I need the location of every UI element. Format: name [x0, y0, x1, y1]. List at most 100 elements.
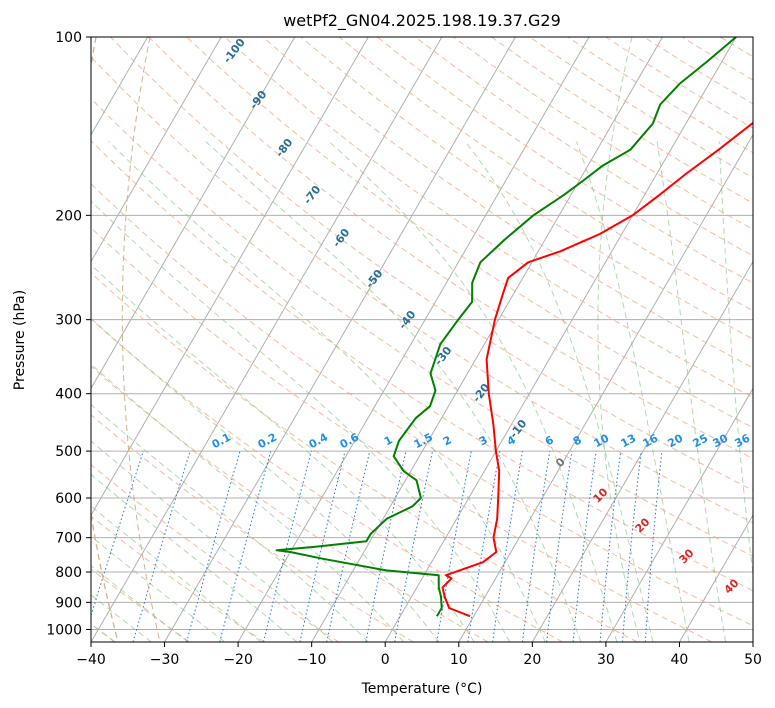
y-tick-label: 900: [55, 595, 82, 611]
mixing-ratio-label: 10: [592, 431, 612, 450]
dry-adiabat: [91, 568, 190, 642]
mixing-ratio-line: [546, 451, 573, 642]
isotherm-label: -100: [221, 36, 248, 66]
y-tick-label: 800: [55, 565, 82, 581]
y-tick-label: 400: [55, 387, 82, 403]
mixing-ratio-label: 30: [711, 431, 731, 450]
mixing-ratio-line: [522, 451, 551, 642]
isotherm-line: [679, 514, 753, 642]
moist-adiabat-label: 40: [722, 576, 742, 596]
isotherm-line: [91, 37, 369, 517]
isotherm-line: [91, 37, 296, 390]
mixing-ratio-line: [326, 450, 371, 642]
isotherm-label: -60: [330, 226, 353, 250]
x-tick-label: 0: [381, 652, 390, 668]
moist-adiabat: [91, 505, 262, 642]
mixing-ratio-label: 0.2: [256, 431, 279, 452]
dry-adiabat: [91, 97, 753, 557]
x-tick-label: 50: [744, 652, 762, 668]
moist-adiabat: [91, 535, 225, 642]
isotherm-line: [237, 37, 590, 642]
dry-adiabat: [376, 37, 753, 284]
dry-adiabat: [91, 515, 265, 642]
mixing-ratio-label: 16: [641, 431, 661, 450]
mixing-ratio-label: 6: [543, 433, 556, 448]
isotherm-label: -30: [432, 344, 455, 368]
x-tick-label: 10: [450, 652, 468, 668]
isotherm-line: [91, 37, 222, 263]
dry-adiabat: [262, 37, 753, 369]
mixing-ratio-line: [132, 450, 191, 642]
y-tick-label: 700: [55, 531, 82, 547]
isotherm-label: -40: [396, 308, 419, 332]
mixing-ratio-label: 0.4: [307, 430, 331, 451]
moist-adiabat: [91, 264, 475, 642]
mixing-ratio-line: [436, 451, 472, 642]
moist-adiabat: [91, 440, 334, 642]
mixing-ratio-line: [492, 451, 523, 642]
dry-adiabat: [91, 139, 753, 592]
isotherm-line: [164, 37, 516, 642]
mixing-ratio-line: [394, 450, 433, 642]
temperature-profile-line: [441, 121, 753, 618]
y-tick-label: 600: [55, 491, 82, 507]
moist-adiabat: [328, 140, 618, 642]
mixing-ratio-line: [644, 451, 663, 642]
dry-adiabat: [110, 37, 753, 491]
dewpoint-profile-line: [275, 37, 737, 617]
dry-adiabat: [224, 37, 753, 398]
mixing-ratio-line: [622, 451, 642, 642]
mixing-ratio-label: 25: [691, 432, 711, 451]
moist-adiabat-label: 10: [591, 485, 611, 505]
x-tick-label: −30: [150, 652, 180, 668]
isotherm-line: [384, 37, 737, 642]
mixing-ratio-line: [599, 451, 622, 642]
x-axis: −40 −30 −20 −10 0 10 20 30 40 50: [76, 642, 762, 668]
dry-adiabat: [414, 37, 753, 257]
mixing-ratio-label: 13: [619, 432, 639, 451]
x-tick-label: −10: [297, 652, 327, 668]
y-axis: 100 200 300 400 500 600 700 800 900 1000: [46, 30, 91, 638]
isotherm-line: [91, 37, 443, 642]
y-axis-label: Pressure (hPa): [12, 290, 28, 390]
moist-adiabat-label: 20: [633, 515, 653, 535]
isotherm-line: [531, 260, 753, 642]
moist-adiabat-label: 30: [677, 546, 697, 566]
isotherm-line: [752, 641, 753, 642]
mixing-ratio-label: 2: [441, 433, 454, 448]
arc-line: [91, 37, 119, 642]
mixing-ratio-line: [219, 450, 272, 642]
moist-adiabat: [91, 363, 404, 642]
isotherm-line: [0, 37, 1, 642]
mixing-ratio-label: 20: [666, 431, 686, 450]
x-tick-label: 20: [523, 652, 541, 668]
mixing-ratio-line: [186, 450, 241, 642]
plot-area: -100-90-80-70-60-50-40-30-20-100.1 0.2 0.4…: [0, 36, 775, 642]
mixing-ratio-label: 0.1: [210, 431, 233, 452]
y-tick-label: 300: [55, 313, 82, 329]
y-tick-label: 200: [55, 208, 82, 224]
mixing-ratio-label: 36: [733, 431, 753, 450]
arc-line: [121, 37, 161, 642]
moist-adiabat: [91, 473, 298, 642]
moist-adiabat: [575, 141, 690, 642]
moist-adiabat: [464, 140, 654, 642]
dry-adiabat: [681, 37, 753, 81]
moist-adiabat: [91, 317, 440, 642]
moist-adiabat: [91, 565, 189, 642]
moist-adiabat: [718, 141, 753, 578]
moist-adiabat: [205, 140, 582, 642]
dry-adiabat: [758, 37, 775, 642]
y-tick-label: 1000: [46, 622, 82, 638]
mixing-ratio-line: [299, 450, 346, 642]
isotherm-label: -50: [363, 267, 386, 291]
isotherm-label: -80: [273, 136, 296, 160]
plot-frame: [90, 36, 754, 643]
moist-adiabat: [108, 140, 546, 642]
mixing-ratio-line: [572, 451, 597, 642]
x-tick-label: −20: [223, 652, 253, 668]
dry-adiabat: [91, 183, 753, 627]
y-tick-label: 500: [55, 444, 82, 460]
x-tick-label: 30: [597, 652, 615, 668]
